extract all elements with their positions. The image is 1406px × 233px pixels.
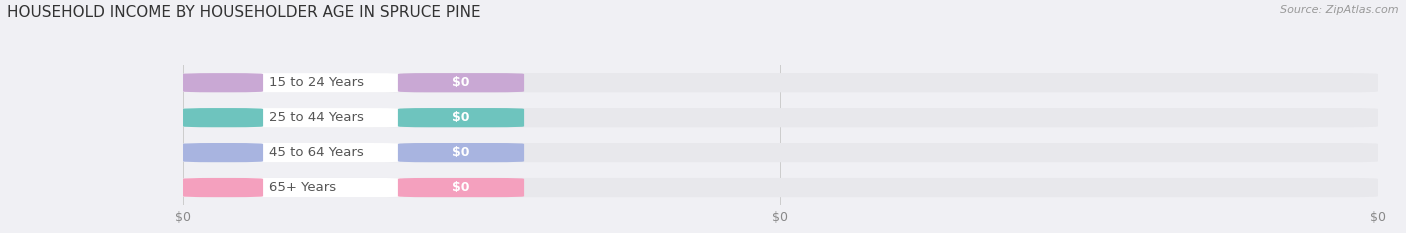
FancyBboxPatch shape bbox=[183, 73, 263, 92]
FancyBboxPatch shape bbox=[183, 178, 263, 197]
FancyBboxPatch shape bbox=[398, 143, 524, 162]
FancyBboxPatch shape bbox=[183, 143, 263, 162]
Text: $0: $0 bbox=[453, 146, 470, 159]
FancyBboxPatch shape bbox=[183, 73, 404, 92]
FancyBboxPatch shape bbox=[183, 143, 1378, 162]
Text: 25 to 44 Years: 25 to 44 Years bbox=[269, 111, 364, 124]
FancyBboxPatch shape bbox=[183, 73, 1378, 92]
FancyBboxPatch shape bbox=[183, 178, 404, 197]
Text: Source: ZipAtlas.com: Source: ZipAtlas.com bbox=[1281, 5, 1399, 15]
FancyBboxPatch shape bbox=[183, 143, 404, 162]
Text: $0: $0 bbox=[453, 76, 470, 89]
FancyBboxPatch shape bbox=[183, 108, 1378, 127]
Text: HOUSEHOLD INCOME BY HOUSEHOLDER AGE IN SPRUCE PINE: HOUSEHOLD INCOME BY HOUSEHOLDER AGE IN S… bbox=[7, 5, 481, 20]
FancyBboxPatch shape bbox=[398, 73, 524, 92]
FancyBboxPatch shape bbox=[398, 178, 524, 197]
FancyBboxPatch shape bbox=[183, 178, 1378, 197]
Text: 15 to 24 Years: 15 to 24 Years bbox=[269, 76, 364, 89]
Text: $0: $0 bbox=[453, 181, 470, 194]
Text: 65+ Years: 65+ Years bbox=[269, 181, 336, 194]
Text: $0: $0 bbox=[453, 111, 470, 124]
Text: 45 to 64 Years: 45 to 64 Years bbox=[269, 146, 364, 159]
FancyBboxPatch shape bbox=[183, 108, 263, 127]
FancyBboxPatch shape bbox=[183, 108, 404, 127]
FancyBboxPatch shape bbox=[398, 108, 524, 127]
